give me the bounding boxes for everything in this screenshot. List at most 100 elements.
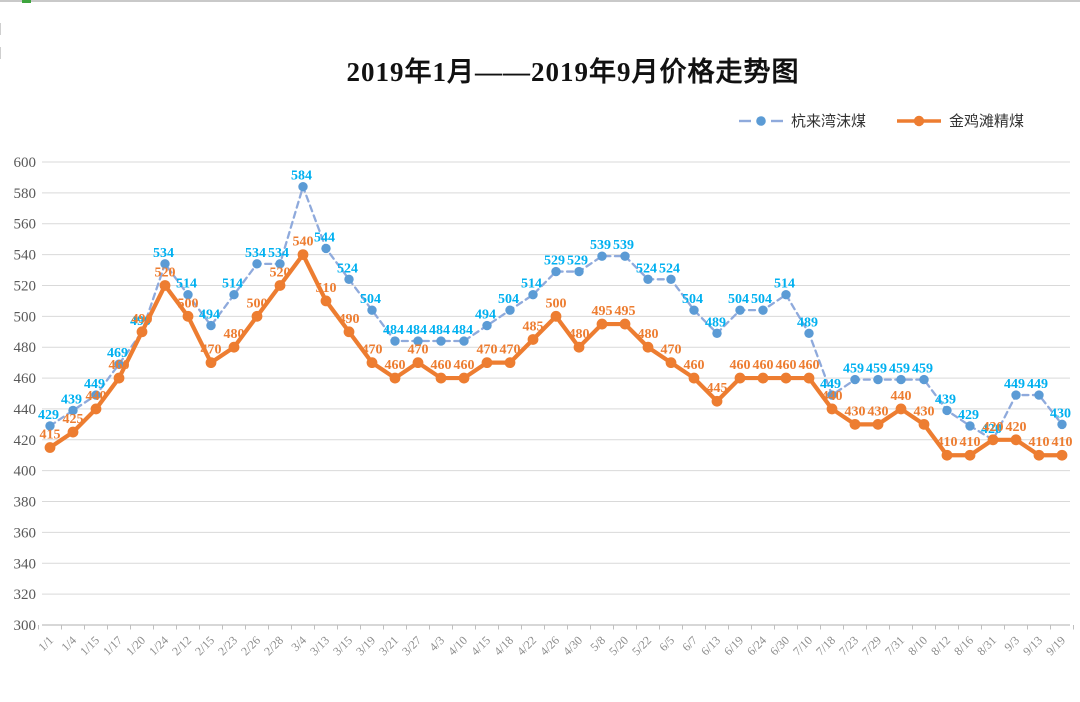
series-marker-0 (413, 336, 423, 346)
data-label-0: 484 (383, 323, 404, 338)
x-axis-tick-label: 4/30 (560, 633, 585, 658)
series-marker-1 (1033, 449, 1045, 461)
x-axis-tick-label: 1/20 (123, 633, 148, 658)
legend-item-jinjitan[interactable]: 金鸡滩精煤 (896, 110, 1024, 131)
data-label-1: 495 (592, 304, 613, 319)
series-marker-0 (459, 336, 469, 346)
y-axis-tick-label: 540 (14, 248, 37, 264)
data-label-0: 529 (567, 254, 588, 269)
series-marker-1 (527, 334, 539, 345)
data-label-0: 534 (153, 246, 174, 261)
x-axis-tick-label: 6/19 (721, 633, 746, 658)
data-label-1: 495 (615, 304, 636, 319)
x-axis-tick-label: 6/24 (744, 633, 769, 658)
data-label-1: 410 (960, 435, 981, 450)
series-marker-0 (735, 305, 745, 315)
x-axis-tick-label: 4/10 (445, 633, 470, 658)
series-marker-0 (252, 259, 262, 269)
data-label-0: 504 (728, 292, 749, 307)
data-label-1: 470 (500, 343, 521, 358)
x-axis-tick-label: 3/15 (330, 633, 355, 658)
x-axis-tick-label: 7/10 (790, 633, 815, 658)
data-label-1: 440 (822, 389, 843, 404)
x-axis-tick-label: 6/5 (656, 633, 677, 654)
series-marker-1 (343, 326, 355, 338)
data-label-1: 410 (937, 435, 958, 450)
data-label-1: 420 (1006, 420, 1027, 435)
series-marker-0 (114, 359, 124, 369)
data-label-0: 529 (544, 254, 565, 269)
series-marker-0 (781, 290, 791, 300)
data-label-0: 494 (475, 308, 496, 323)
data-label-0: 484 (406, 323, 427, 338)
data-label-1: 520 (155, 265, 176, 280)
data-label-0: 459 (889, 362, 910, 377)
series-marker-0 (160, 259, 170, 269)
series-marker-0 (390, 336, 400, 346)
series-marker-1 (688, 372, 700, 384)
data-label-0: 429 (958, 408, 979, 423)
data-label-0: 544 (314, 230, 335, 245)
series-marker-1 (504, 357, 516, 369)
series-marker-1 (803, 372, 815, 384)
series-marker-1 (987, 434, 999, 446)
series-marker-1 (918, 418, 930, 430)
data-label-1: 500 (178, 296, 199, 311)
series-marker-0 (850, 374, 860, 385)
series-marker-0 (666, 274, 676, 284)
x-axis-tick-label: 3/4 (288, 633, 309, 654)
series-marker-0 (344, 274, 354, 284)
x-axis-tick-label: 9/19 (1043, 633, 1068, 658)
x-axis-tick-label: 6/30 (767, 633, 792, 658)
series-marker-0 (482, 320, 492, 331)
data-label-1: 490 (132, 312, 153, 327)
series-marker-1 (849, 418, 861, 430)
x-axis-tick-label: 2/12 (169, 633, 194, 658)
data-label-1: 460 (109, 358, 130, 373)
data-label-0: 514 (176, 277, 197, 292)
series-marker-1 (895, 403, 907, 415)
series-marker-1 (159, 280, 171, 291)
data-label-1: 460 (730, 358, 751, 373)
data-label-0: 504 (751, 292, 772, 307)
y-axis-tick-label: 320 (14, 587, 37, 603)
series-marker-0 (919, 374, 929, 385)
x-axis-tick-label: 7/29 (859, 633, 884, 658)
data-label-1: 460 (776, 358, 797, 373)
x-axis-tick-label: 2/23 (215, 633, 240, 658)
series-marker-0 (965, 421, 975, 431)
x-axis-tick-label: 3/19 (353, 633, 378, 658)
series-marker-0 (505, 305, 515, 315)
x-axis-tick-label: 5/20 (606, 633, 631, 658)
series-marker-0 (758, 305, 768, 315)
legend-label-hanglaiwan: 杭来湾沫煤 (791, 114, 867, 130)
series-marker-0 (1057, 419, 1067, 430)
x-axis-tick-label: 4/26 (537, 633, 562, 658)
data-label-1: 410 (1029, 435, 1050, 450)
x-axis-tick-label: 7/31 (882, 633, 907, 658)
data-label-0: 429 (38, 408, 59, 423)
legend-item-hanglaiwan[interactable]: 杭来湾沫煤 (738, 110, 866, 131)
series-marker-0 (643, 274, 653, 284)
x-axis-tick-label: 1/24 (146, 633, 171, 658)
data-label-0: 469 (107, 346, 128, 361)
legend-label-jinjitan: 金鸡滩精煤 (949, 114, 1025, 130)
data-label-0: 514 (521, 277, 542, 292)
y-axis-tick-label: 520 (14, 278, 37, 294)
data-label-1: 445 (707, 381, 728, 396)
data-label-1: 470 (362, 343, 383, 358)
series-marker-1 (297, 249, 309, 260)
series-marker-1 (941, 449, 953, 461)
x-axis-tick-label: 8/12 (928, 633, 953, 658)
data-label-1: 410 (1052, 435, 1073, 450)
series-marker-1 (734, 372, 746, 384)
data-label-1: 460 (454, 358, 475, 373)
data-label-1: 540 (293, 235, 314, 250)
series-marker-1 (90, 403, 102, 415)
series-marker-1 (780, 372, 792, 384)
data-label-0: 494 (199, 308, 220, 323)
data-label-1: 415 (40, 428, 61, 443)
series-marker-1 (435, 372, 447, 384)
series-marker-0 (896, 374, 906, 385)
